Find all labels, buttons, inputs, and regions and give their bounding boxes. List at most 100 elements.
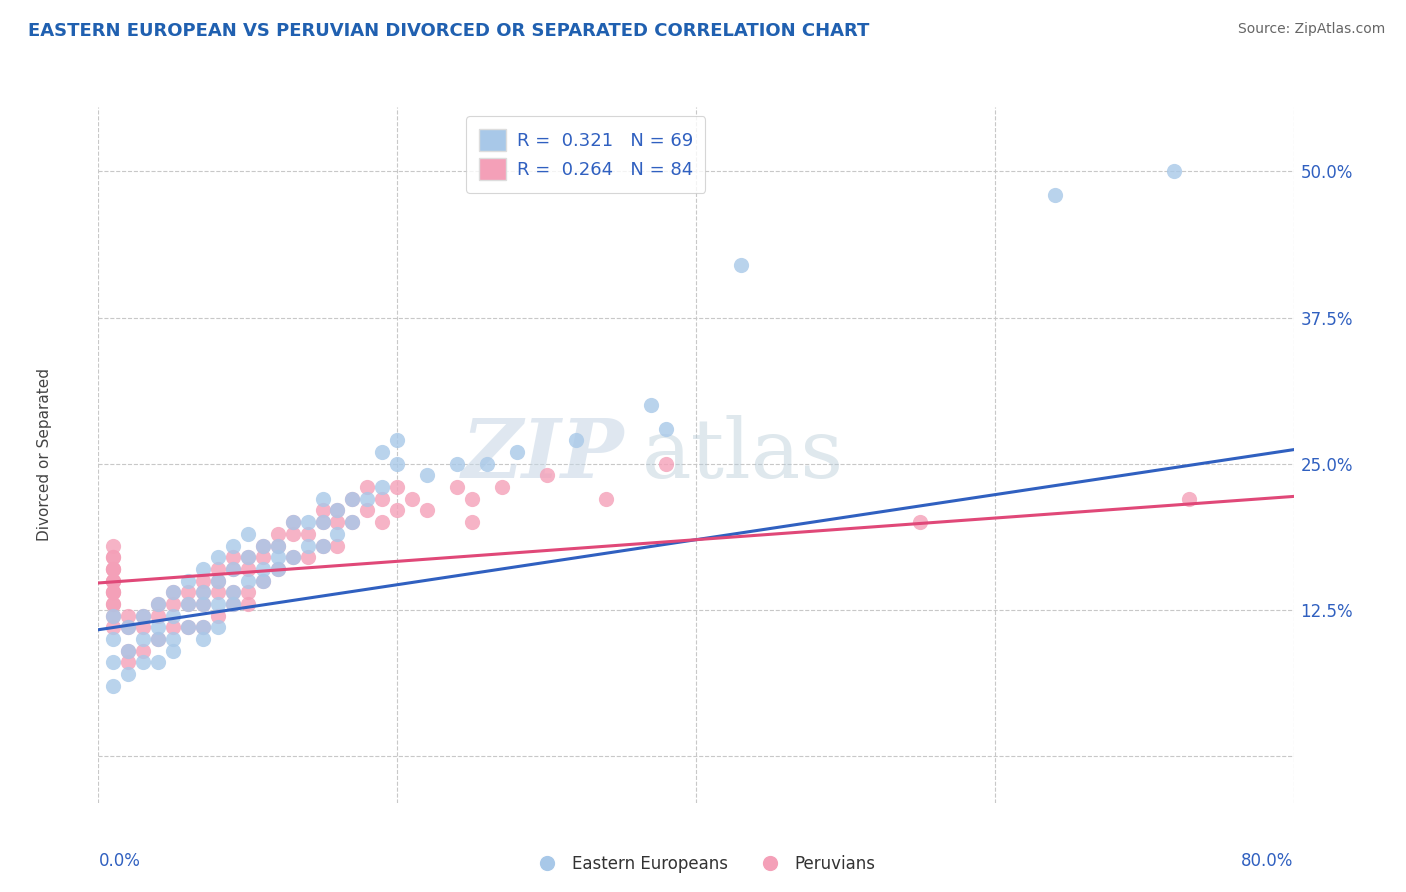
Point — [117, 656, 139, 670]
Point — [132, 656, 155, 670]
Point — [191, 632, 214, 646]
Point — [401, 491, 423, 506]
Point — [655, 457, 678, 471]
Text: Divorced or Separated: Divorced or Separated — [37, 368, 52, 541]
Point — [385, 434, 409, 448]
Point — [311, 515, 333, 529]
Point — [236, 526, 259, 541]
Point — [148, 620, 170, 634]
Point — [222, 597, 245, 611]
Point — [371, 445, 394, 459]
Point — [326, 503, 349, 517]
Point — [103, 574, 125, 588]
Point — [222, 562, 245, 576]
Point — [207, 574, 229, 588]
Point — [103, 539, 125, 553]
Point — [416, 468, 439, 483]
Point — [252, 539, 274, 553]
Point — [506, 445, 529, 459]
Point — [103, 620, 125, 634]
Point — [252, 574, 274, 588]
Point — [103, 562, 125, 576]
Point — [162, 585, 184, 599]
Point — [267, 539, 290, 553]
Point — [117, 644, 139, 658]
Point — [207, 585, 229, 599]
Point — [1043, 187, 1066, 202]
Point — [207, 620, 229, 634]
Point — [103, 562, 125, 576]
Point — [236, 585, 259, 599]
Point — [191, 574, 214, 588]
Point — [222, 562, 245, 576]
Point — [207, 608, 229, 623]
Point — [207, 562, 229, 576]
Point — [148, 597, 170, 611]
Point — [267, 550, 290, 565]
Point — [326, 503, 349, 517]
Point — [326, 526, 349, 541]
Point — [103, 574, 125, 588]
Point — [252, 550, 274, 565]
Point — [222, 585, 245, 599]
Point — [222, 585, 245, 599]
Point — [148, 632, 170, 646]
Point — [222, 550, 245, 565]
Text: EASTERN EUROPEAN VS PERUVIAN DIVORCED OR SEPARATED CORRELATION CHART: EASTERN EUROPEAN VS PERUVIAN DIVORCED OR… — [28, 22, 869, 40]
Point — [1163, 164, 1185, 178]
Point — [191, 562, 214, 576]
Point — [103, 656, 125, 670]
Point — [103, 608, 125, 623]
Point — [371, 515, 394, 529]
Point — [177, 585, 200, 599]
Point — [132, 608, 155, 623]
Point — [342, 491, 364, 506]
Point — [191, 620, 214, 634]
Point — [281, 550, 304, 565]
Point — [177, 620, 200, 634]
Point — [177, 574, 200, 588]
Point — [191, 585, 214, 599]
Point — [148, 632, 170, 646]
Point — [311, 539, 333, 553]
Point — [162, 620, 184, 634]
Point — [162, 644, 184, 658]
Point — [267, 539, 290, 553]
Point — [103, 585, 125, 599]
Point — [908, 515, 931, 529]
Point — [117, 620, 139, 634]
Point — [117, 644, 139, 658]
Point — [236, 574, 259, 588]
Point — [103, 585, 125, 599]
Point — [207, 550, 229, 565]
Point — [191, 585, 214, 599]
Point — [385, 457, 409, 471]
Point — [267, 562, 290, 576]
Point — [177, 597, 200, 611]
Point — [595, 491, 617, 506]
Point — [162, 585, 184, 599]
Point — [342, 491, 364, 506]
Point — [222, 597, 245, 611]
Point — [177, 620, 200, 634]
Point — [281, 515, 304, 529]
Point — [132, 632, 155, 646]
Point — [730, 258, 752, 272]
Point — [117, 667, 139, 681]
Point — [461, 515, 484, 529]
Text: ZIP: ZIP — [461, 415, 624, 495]
Point — [640, 398, 662, 412]
Point — [416, 503, 439, 517]
Point — [281, 515, 304, 529]
Point — [356, 480, 378, 494]
Point — [281, 526, 304, 541]
Point — [132, 620, 155, 634]
Point — [117, 620, 139, 634]
Point — [103, 597, 125, 611]
Point — [1178, 491, 1201, 506]
Point — [446, 480, 468, 494]
Point — [385, 503, 409, 517]
Point — [132, 608, 155, 623]
Point — [475, 457, 498, 471]
Point — [148, 656, 170, 670]
